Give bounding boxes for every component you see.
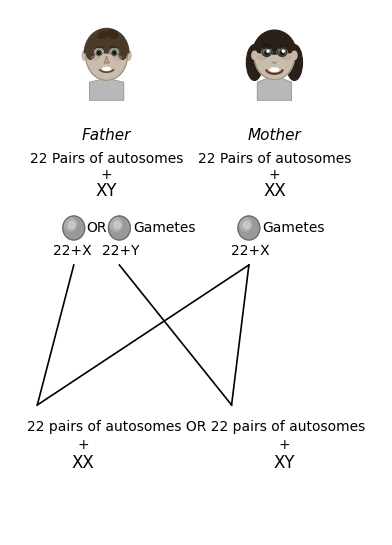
Circle shape — [98, 51, 100, 54]
Text: 22 pairs of autosomes OR 22 pairs of autosomes: 22 pairs of autosomes OR 22 pairs of aut… — [27, 420, 365, 434]
Text: +: + — [77, 438, 89, 452]
Circle shape — [63, 216, 85, 240]
Circle shape — [96, 50, 102, 56]
Wedge shape — [84, 28, 129, 53]
Text: 22+X: 22+X — [53, 244, 91, 258]
Text: Father: Father — [82, 128, 131, 143]
Ellipse shape — [107, 30, 118, 39]
Text: 22 Pairs of autosomes: 22 Pairs of autosomes — [30, 152, 183, 166]
Text: Mother: Mother — [248, 128, 301, 143]
Circle shape — [280, 51, 284, 55]
Ellipse shape — [254, 33, 294, 80]
Circle shape — [64, 218, 76, 231]
Ellipse shape — [277, 48, 287, 56]
Circle shape — [110, 218, 122, 231]
Bar — [269, 76, 279, 80]
Text: XX: XX — [71, 454, 94, 472]
Ellipse shape — [125, 50, 131, 60]
Text: XX: XX — [263, 182, 286, 200]
Circle shape — [109, 216, 130, 240]
Text: XY: XY — [274, 454, 295, 472]
Circle shape — [279, 49, 285, 57]
Text: Gametes: Gametes — [133, 221, 196, 235]
Circle shape — [68, 221, 75, 228]
Ellipse shape — [91, 56, 99, 60]
Bar — [102, 76, 112, 81]
Ellipse shape — [103, 68, 111, 70]
Text: +: + — [269, 168, 280, 182]
Text: 22+X: 22+X — [231, 244, 270, 258]
Ellipse shape — [262, 48, 272, 56]
Circle shape — [238, 216, 260, 240]
Text: Gametes: Gametes — [263, 221, 325, 235]
Circle shape — [113, 51, 116, 54]
Ellipse shape — [82, 50, 88, 60]
Ellipse shape — [95, 49, 103, 56]
Ellipse shape — [283, 55, 291, 60]
Polygon shape — [89, 74, 124, 100]
Circle shape — [112, 50, 117, 56]
Text: XY: XY — [96, 182, 117, 200]
Ellipse shape — [286, 45, 302, 80]
Ellipse shape — [247, 45, 263, 80]
Text: 22+Y: 22+Y — [102, 244, 140, 258]
Ellipse shape — [114, 56, 122, 60]
Circle shape — [240, 218, 252, 231]
Wedge shape — [253, 30, 296, 54]
Ellipse shape — [98, 32, 107, 38]
Ellipse shape — [283, 34, 289, 43]
Ellipse shape — [86, 45, 95, 59]
Circle shape — [267, 50, 269, 52]
Circle shape — [265, 51, 269, 55]
Text: 22 Pairs of autosomes: 22 Pairs of autosomes — [198, 152, 351, 166]
Ellipse shape — [273, 34, 278, 43]
Ellipse shape — [118, 45, 127, 59]
Circle shape — [282, 50, 284, 52]
Ellipse shape — [258, 55, 267, 60]
Text: +: + — [101, 168, 113, 182]
Ellipse shape — [270, 68, 279, 71]
Circle shape — [114, 221, 120, 228]
Ellipse shape — [252, 51, 257, 59]
Ellipse shape — [86, 32, 127, 80]
Ellipse shape — [278, 34, 283, 43]
Text: +: + — [279, 438, 290, 452]
Circle shape — [243, 221, 250, 228]
Circle shape — [263, 49, 270, 57]
Ellipse shape — [110, 49, 118, 56]
Ellipse shape — [262, 34, 267, 43]
Ellipse shape — [292, 51, 297, 59]
Text: OR: OR — [87, 221, 107, 235]
Polygon shape — [257, 77, 292, 100]
Ellipse shape — [268, 34, 272, 43]
